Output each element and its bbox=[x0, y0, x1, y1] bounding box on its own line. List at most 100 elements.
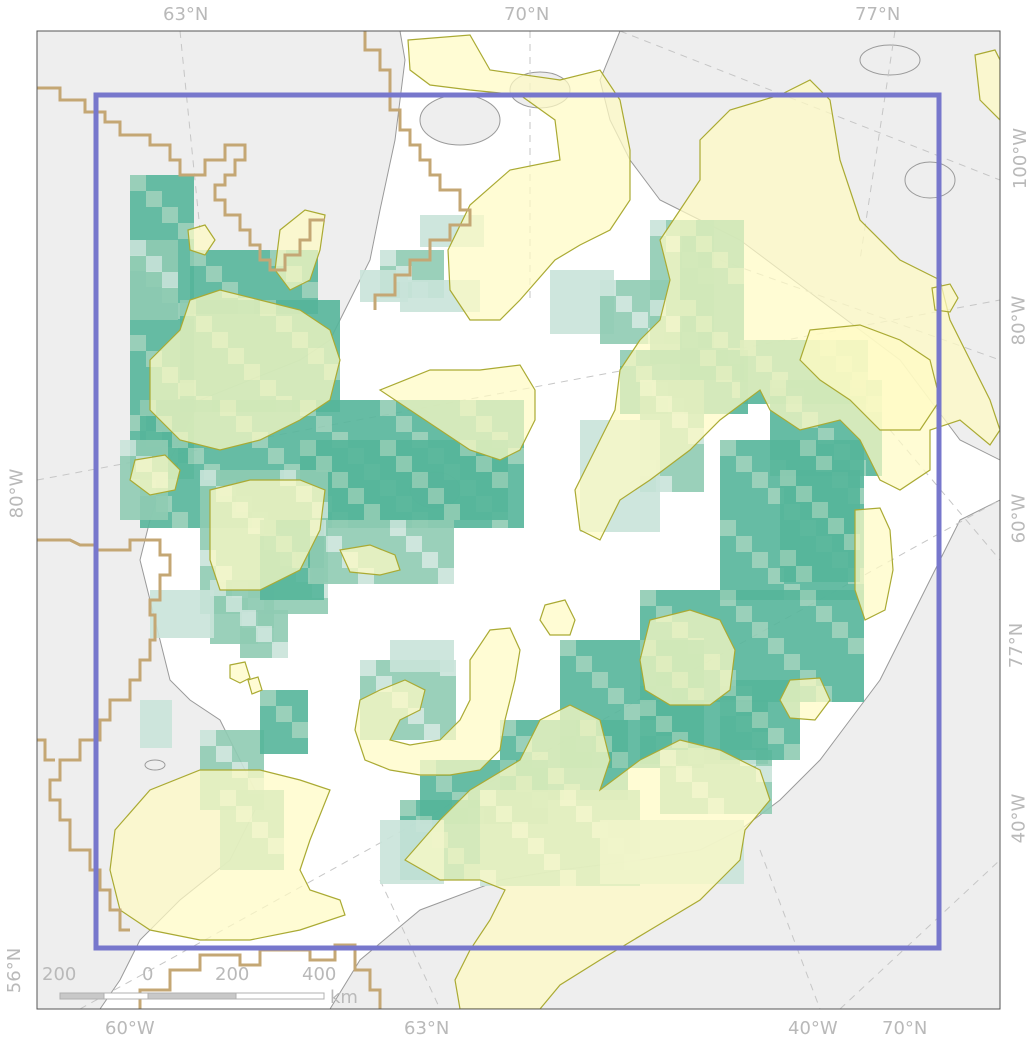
density-cell bbox=[200, 566, 216, 582]
density-cell bbox=[582, 318, 598, 334]
density-cell bbox=[348, 440, 364, 456]
density-cell bbox=[816, 590, 832, 606]
density-cell bbox=[444, 472, 460, 488]
island-small-1 bbox=[144, 759, 166, 771]
scale-bar-segment-1 bbox=[103, 992, 149, 1000]
density-cell bbox=[310, 552, 326, 568]
density-cell bbox=[828, 518, 844, 534]
density-cell bbox=[190, 266, 206, 282]
density-cell bbox=[332, 440, 348, 456]
density-cell bbox=[364, 440, 380, 456]
density-cell bbox=[376, 660, 392, 676]
density-cell bbox=[252, 448, 268, 464]
scale-bar-tick-3: 200 bbox=[215, 964, 250, 985]
density-cell bbox=[130, 207, 146, 223]
density-cell bbox=[828, 502, 844, 518]
density-cell bbox=[222, 266, 238, 282]
density-cell bbox=[780, 502, 796, 518]
density-cell bbox=[166, 590, 182, 606]
map-frame bbox=[36, 30, 1001, 1010]
density-cell bbox=[848, 456, 864, 472]
density-cell bbox=[348, 400, 364, 416]
range-polygon-far-northeast bbox=[974, 49, 1000, 121]
range-polygon-island bbox=[539, 599, 576, 636]
density-cell bbox=[130, 191, 146, 207]
density-cell bbox=[422, 520, 438, 536]
density-cell bbox=[156, 732, 172, 748]
density-cell bbox=[360, 676, 376, 692]
density-cell bbox=[438, 640, 454, 656]
density-cell bbox=[720, 728, 736, 744]
density-cell bbox=[736, 590, 752, 606]
density-cell bbox=[292, 690, 308, 706]
density-cell bbox=[432, 800, 448, 816]
density-cell bbox=[440, 676, 456, 692]
density-cell bbox=[406, 552, 422, 568]
density-cell bbox=[592, 656, 608, 672]
density-cell bbox=[396, 868, 412, 884]
density-cell bbox=[752, 504, 768, 520]
density-cell bbox=[438, 568, 454, 584]
density-cell bbox=[672, 476, 688, 492]
density-cell bbox=[508, 464, 524, 480]
density-cell bbox=[272, 642, 288, 658]
density-cell bbox=[550, 302, 566, 318]
density-cell bbox=[130, 288, 146, 304]
density-cell bbox=[390, 520, 406, 536]
density-cell bbox=[424, 692, 440, 708]
graticule-label-bottom-2: 63°N bbox=[404, 1018, 450, 1039]
density-cell bbox=[428, 472, 444, 488]
density-cell bbox=[616, 280, 632, 296]
density-cell bbox=[216, 746, 232, 762]
island-northeast-2 bbox=[904, 161, 956, 199]
density-cell bbox=[276, 722, 292, 738]
density-cell bbox=[608, 640, 624, 656]
density-cell bbox=[412, 820, 428, 836]
density-cell bbox=[576, 688, 592, 704]
density-cell bbox=[146, 319, 162, 335]
density-cell bbox=[816, 606, 832, 622]
density-cell bbox=[284, 432, 300, 448]
density-cell bbox=[780, 550, 796, 566]
density-cell bbox=[276, 706, 292, 722]
density-cell bbox=[302, 282, 318, 298]
density-cell bbox=[752, 472, 768, 488]
density-cell bbox=[374, 520, 390, 536]
range-polygons bbox=[109, 34, 1000, 1009]
density-cell bbox=[440, 708, 456, 724]
density-cell bbox=[178, 207, 194, 223]
density-cell bbox=[292, 722, 308, 738]
density-cell bbox=[380, 456, 396, 472]
density-cell bbox=[284, 448, 300, 464]
density-cell bbox=[736, 680, 752, 696]
density-cell bbox=[508, 512, 524, 528]
density-cell bbox=[152, 504, 168, 520]
density-cell bbox=[438, 552, 454, 568]
density-cell bbox=[326, 552, 342, 568]
density-cell bbox=[236, 448, 252, 464]
density-cell bbox=[412, 868, 428, 884]
density-cell bbox=[752, 456, 768, 472]
density-cell bbox=[216, 470, 232, 486]
territory-boundary bbox=[37, 31, 472, 1009]
density-cell bbox=[736, 728, 752, 744]
scale-bar-segment-left bbox=[59, 992, 105, 1000]
density-cell bbox=[784, 654, 800, 670]
density-cell bbox=[672, 590, 688, 606]
density-cell bbox=[632, 296, 648, 312]
density-cell bbox=[206, 266, 222, 282]
density-cell bbox=[768, 654, 784, 670]
density-cell bbox=[326, 520, 342, 536]
density-cell bbox=[178, 191, 194, 207]
density-cell bbox=[364, 488, 380, 504]
density-cell bbox=[800, 622, 816, 638]
density-cell bbox=[672, 716, 688, 732]
density-cell bbox=[422, 536, 438, 552]
density-cell bbox=[784, 606, 800, 622]
scale-bar-tick-4: 400 bbox=[302, 964, 337, 985]
density-cell bbox=[768, 744, 784, 760]
density-cell bbox=[828, 486, 844, 502]
density-cell bbox=[332, 504, 348, 520]
density-cell bbox=[400, 800, 416, 816]
density-cell bbox=[768, 456, 784, 472]
